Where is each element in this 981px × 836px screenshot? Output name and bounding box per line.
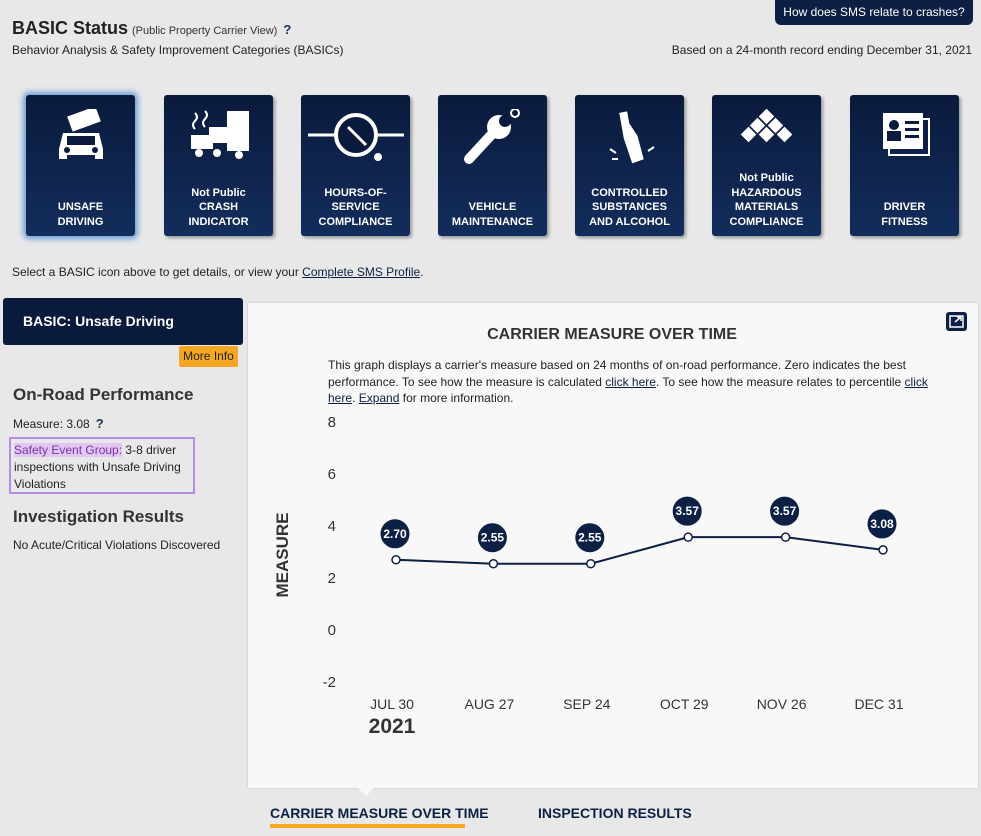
tile-driver-fitness[interactable]: DRIVER FITNESS: [850, 95, 959, 236]
tile-vehicle-maintenance[interactable]: VEHICLE MAINTENANCE: [438, 95, 547, 236]
x-tick-label: SEP 24: [563, 696, 610, 712]
investigation-results-text: No Acute/Critical Violations Discovered: [13, 538, 221, 552]
y-tick-label: 4: [328, 518, 336, 535]
x-tick-label: AUG 27: [464, 696, 514, 712]
tile-label: HOURS-OF- SERVICE COMPLIANCE: [318, 186, 393, 228]
expand-icon[interactable]: [946, 312, 967, 331]
calculation-link[interactable]: click here: [605, 374, 656, 389]
x-year-label: 2021: [369, 715, 416, 738]
data-point: [488, 558, 499, 569]
tile-status: Not Public: [739, 172, 794, 184]
tile-status: Not Public: [191, 186, 246, 199]
on-road-performance-heading: On-Road Performance: [13, 385, 194, 404]
data-label: 3.08: [870, 517, 894, 531]
tile-unsafe-driving[interactable]: UNSAFE DRIVING: [26, 95, 135, 236]
data-label: 3.57: [773, 504, 797, 518]
tile-label: UNSAFE DRIVING: [57, 201, 104, 228]
investigation-results-heading: Investigation Results: [13, 507, 184, 526]
tile-crash-indicator[interactable]: Not Public CRASH INDICATOR: [164, 95, 273, 236]
page-title-text: BASIC Status: [12, 18, 129, 38]
tile-label: DRIVER FITNESS: [881, 201, 928, 228]
tile-controlled-substances[interactable]: CONTROLLED SUBSTANCES AND ALCOHOL: [575, 95, 684, 236]
tile-label: Not Public HAZARDOUS MATERIALS COMPLIANC…: [729, 172, 804, 228]
y-tick-label: 0: [328, 622, 336, 639]
page-title: BASIC Status (Public Property Carrier Vie…: [12, 18, 291, 39]
y-axis-label: MEASURE: [273, 512, 292, 597]
crash-truck-icon: [164, 107, 273, 167]
tile-hours-of-service[interactable]: HOURS-OF- SERVICE COMPLIANCE: [301, 95, 410, 236]
tab-carrier-measure[interactable]: CARRIER MEASURE OVER TIME: [270, 805, 489, 821]
x-tick-label: OCT 29: [660, 696, 709, 712]
data-point: [586, 558, 596, 569]
data-label-bubble: [672, 496, 702, 526]
chart-title: CARRIER MEASURE OVER TIME: [487, 326, 737, 343]
data-label: 3.57: [676, 504, 700, 518]
series-line: [395, 536, 884, 565]
tile-label: Not Public CRASH INDICATOR: [188, 186, 249, 228]
wrench-icon: [438, 107, 547, 167]
more-info-button[interactable]: More Info: [179, 346, 238, 367]
data-label-bubble: [867, 509, 897, 539]
hazmat-diamond-icon: [712, 107, 821, 167]
active-tab-indicator: [270, 824, 465, 828]
help-icon[interactable]: ?: [283, 22, 292, 37]
help-icon[interactable]: ?: [95, 416, 104, 431]
sms-crashes-button[interactable]: How does SMS relate to crashes?: [775, 0, 973, 25]
tile-label: CONTROLLED SUBSTANCES AND ALCOHOL: [589, 186, 670, 228]
page-description: Behavior Analysis & Safety Improvement C…: [12, 43, 344, 57]
clock-icon: [301, 107, 410, 167]
y-tick-label: 6: [328, 466, 336, 483]
safety-event-group-text: 3-8 driver inspections with Unsafe Drivi…: [14, 443, 181, 491]
x-tick-label: JUL 30: [370, 696, 414, 712]
tile-label: VEHICLE MAINTENANCE: [451, 201, 534, 228]
y-tick-label: 2: [328, 570, 336, 587]
id-card-icon: [850, 107, 959, 167]
data-label: 2.70: [383, 527, 407, 541]
tile-hazardous-materials[interactable]: Not Public HAZARDOUS MATERIALS COMPLIANC…: [712, 95, 821, 236]
basic-title-box: BASIC: Unsafe Driving: [3, 298, 243, 345]
x-tick-label: DEC 31: [854, 696, 903, 712]
chart-description: This graph displays a carrier's measure …: [328, 358, 928, 406]
data-point: [878, 545, 888, 555]
data-label-bubble: [380, 519, 410, 549]
data-point: [780, 532, 791, 542]
data-label: 2.55: [578, 531, 602, 545]
measure-value: Measure: 3.08?: [13, 416, 104, 431]
safety-event-group-label: Safety Event Group:: [14, 443, 123, 457]
page-subtitle: (Public Property Carrier View): [132, 25, 278, 37]
data-point: [391, 555, 401, 565]
bottle-icon: [575, 107, 684, 167]
data-label-bubble: [477, 523, 507, 553]
y-tick-label: 8: [328, 414, 336, 431]
select-basic-hint: Select a BASIC icon above to get details…: [12, 265, 424, 279]
safety-event-group: Safety Event Group: 3-8 driver inspectio…: [9, 437, 195, 494]
tab-inspection-results[interactable]: INSPECTION RESULTS: [538, 805, 692, 821]
data-label: 2.55: [481, 531, 505, 545]
percentile-link[interactable]: click here: [328, 374, 928, 406]
truck-front-icon: [26, 107, 135, 167]
record-period-text: Based on a 24-month record ending Decemb…: [671, 43, 972, 57]
panel-pointer: [356, 786, 376, 796]
data-label-bubble: [770, 496, 800, 526]
data-point: [683, 532, 693, 542]
data-label-bubble: [575, 523, 605, 553]
expand-link[interactable]: Expand: [358, 391, 400, 405]
x-tick-label: NOV 26: [757, 696, 807, 712]
complete-sms-profile-link[interactable]: Complete SMS Profile: [302, 265, 421, 279]
y-tick-label: -2: [323, 674, 336, 691]
